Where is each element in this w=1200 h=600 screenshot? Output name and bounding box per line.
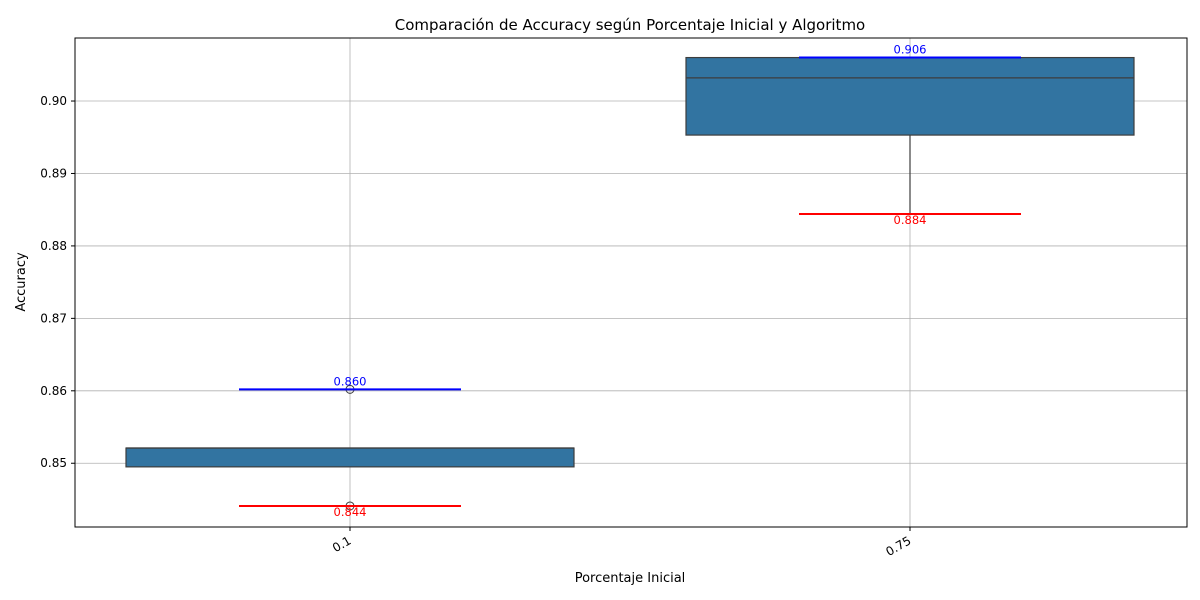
box-layer	[125, 56, 1135, 511]
y-tick-label: 0.89	[40, 166, 67, 180]
y-tick-label: 0.87	[40, 311, 67, 325]
y-axis-label: Accuracy	[14, 252, 29, 312]
x-tick-layer: 0.1 0.75	[330, 527, 914, 559]
y-tick-label: 0.86	[40, 384, 67, 398]
x-tick-label: 0.75	[883, 533, 913, 558]
x-axis-label: Porcentaje Inicial	[575, 571, 686, 586]
y-tick-label: 0.90	[40, 94, 67, 108]
chart-title: Comparación de Accuracy según Porcentaje…	[395, 16, 865, 34]
min-value-label: 0.844	[334, 505, 367, 519]
y-tick-layer: 0.85 0.86 0.87 0.88 0.89 0.90	[40, 94, 75, 470]
y-tick-label: 0.85	[40, 456, 67, 470]
max-value-label: 0.906	[894, 43, 927, 57]
reference-line-layer: 0.860 0.844 0.906 0.884	[239, 43, 1021, 519]
plot-frame	[74, 37, 1188, 528]
x-tick-label: 0.1	[330, 533, 354, 555]
box-body	[685, 56, 1135, 136]
max-value-label: 0.860	[334, 374, 367, 388]
y-tick-label: 0.88	[40, 239, 67, 253]
grid-layer	[75, 38, 1187, 527]
min-value-label: 0.884	[894, 213, 927, 227]
box-body	[125, 447, 575, 468]
